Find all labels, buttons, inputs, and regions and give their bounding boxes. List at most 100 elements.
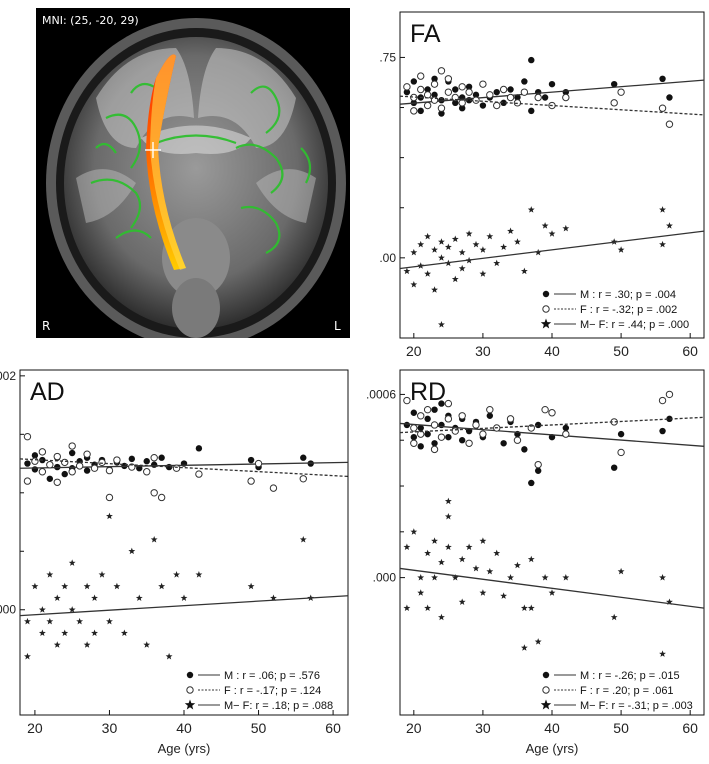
data-point-m-minus-f — [247, 582, 255, 590]
legend-entry: F : r = -.17; p = .124 — [224, 685, 321, 697]
fit-line — [399, 230, 705, 270]
plot-frame — [19, 369, 349, 716]
data-point-f — [617, 448, 625, 457]
data-point-f — [195, 470, 203, 478]
data-point-m — [472, 91, 480, 99]
data-point-m-minus-f — [417, 240, 425, 248]
data-point-m — [143, 458, 150, 465]
data-point-m-minus-f — [106, 512, 113, 520]
data-point-m-minus-f — [68, 559, 76, 566]
fit-line — [399, 422, 705, 447]
data-point-f — [23, 432, 32, 441]
data-point-f — [527, 424, 535, 432]
chart-panel-fa: FA .75 .00 20 30 40 50 60 M : r = .30; p = .004 F… — [379, 11, 705, 359]
series-f — [399, 390, 705, 469]
series-m — [19, 445, 349, 482]
data-point-f — [410, 439, 418, 447]
data-point-f — [269, 484, 278, 492]
data-point-f — [417, 412, 425, 420]
data-point-m-minus-f — [610, 238, 618, 245]
data-point-m-minus-f — [458, 264, 466, 272]
x-tick-label: 60 — [325, 720, 341, 736]
data-point-m — [410, 409, 418, 416]
data-point-m — [479, 102, 487, 109]
data-point-m-minus-f — [76, 617, 84, 625]
data-point-f — [113, 456, 121, 464]
data-point-f — [105, 466, 114, 475]
data-point-m-minus-f — [120, 629, 128, 637]
data-point-f — [444, 75, 453, 83]
data-point-m — [128, 455, 136, 463]
data-point-f — [444, 399, 453, 408]
data-point-m-minus-f — [270, 594, 277, 601]
data-point-m-minus-f — [417, 574, 425, 581]
data-point-m-minus-f — [444, 497, 452, 505]
data-point-m-minus-f — [424, 270, 432, 277]
legend-marker-f — [542, 686, 550, 694]
data-point-m — [24, 460, 31, 467]
data-point-m — [548, 80, 556, 88]
data-point-m-minus-f — [610, 613, 618, 621]
data-point-f — [479, 80, 487, 88]
data-point-m — [150, 461, 158, 468]
data-point-f — [458, 83, 466, 91]
data-point-m — [458, 437, 466, 444]
panel-title: FA — [410, 20, 441, 48]
data-point-m — [528, 479, 535, 487]
data-point-m — [617, 430, 625, 438]
data-point-m-minus-f — [514, 238, 521, 245]
data-point-m-minus-f — [106, 617, 113, 625]
data-point-m-minus-f — [403, 543, 411, 550]
data-point-m-minus-f — [195, 571, 203, 578]
data-point-m — [610, 464, 618, 471]
legend-marker-m-minus-f — [184, 699, 196, 710]
legend-marker-m — [542, 671, 550, 679]
data-point-m-minus-f — [417, 589, 425, 596]
data-point-m — [31, 466, 39, 473]
data-point-f — [493, 101, 501, 110]
fit-line — [19, 595, 349, 617]
data-point-m-minus-f — [83, 641, 91, 648]
data-point-m-minus-f — [617, 567, 625, 575]
data-point-m-minus-f — [472, 240, 480, 248]
data-point-m-minus-f — [479, 246, 487, 253]
data-point-m-minus-f — [451, 235, 459, 243]
data-point-f — [423, 91, 432, 99]
data-point-m — [431, 406, 438, 413]
data-point-m — [438, 400, 445, 407]
data-point-m — [424, 415, 431, 423]
data-point-f — [68, 442, 76, 450]
data-point-m-minus-f — [458, 555, 466, 563]
data-point-f — [98, 458, 106, 467]
data-point-m-minus-f — [438, 613, 445, 621]
data-point-m-minus-f — [431, 286, 438, 293]
legend-marker-f — [186, 686, 194, 694]
data-point-f — [143, 468, 151, 476]
data-point-f — [486, 91, 494, 99]
data-point-m-minus-f — [666, 598, 673, 605]
data-point-m-minus-f — [113, 582, 121, 590]
data-point-f — [23, 477, 32, 485]
data-point-m — [417, 443, 424, 450]
data-point-m — [431, 75, 438, 83]
data-point-f — [562, 430, 570, 438]
data-point-m-minus-f — [527, 604, 535, 612]
data-point-m-minus-f — [438, 254, 445, 261]
data-point-m — [534, 467, 542, 474]
fit-line — [399, 416, 705, 434]
data-point-m-minus-f — [548, 230, 556, 237]
data-point-m-minus-f — [180, 594, 188, 601]
data-point-m-minus-f — [165, 652, 173, 660]
data-point-m-minus-f — [410, 528, 418, 535]
data-point-m-minus-f — [98, 571, 106, 578]
legend-marker-f — [542, 305, 550, 313]
data-point-m — [500, 440, 507, 447]
data-point-m-minus-f — [500, 592, 508, 599]
data-point-m-minus-f — [479, 589, 487, 596]
fit-line — [399, 95, 705, 116]
legend-entry: M : r = -.26; p = .015 — [580, 670, 680, 682]
data-point-m-minus-f — [61, 629, 69, 637]
data-point-m — [195, 445, 203, 452]
data-point-m-minus-f — [451, 275, 459, 283]
